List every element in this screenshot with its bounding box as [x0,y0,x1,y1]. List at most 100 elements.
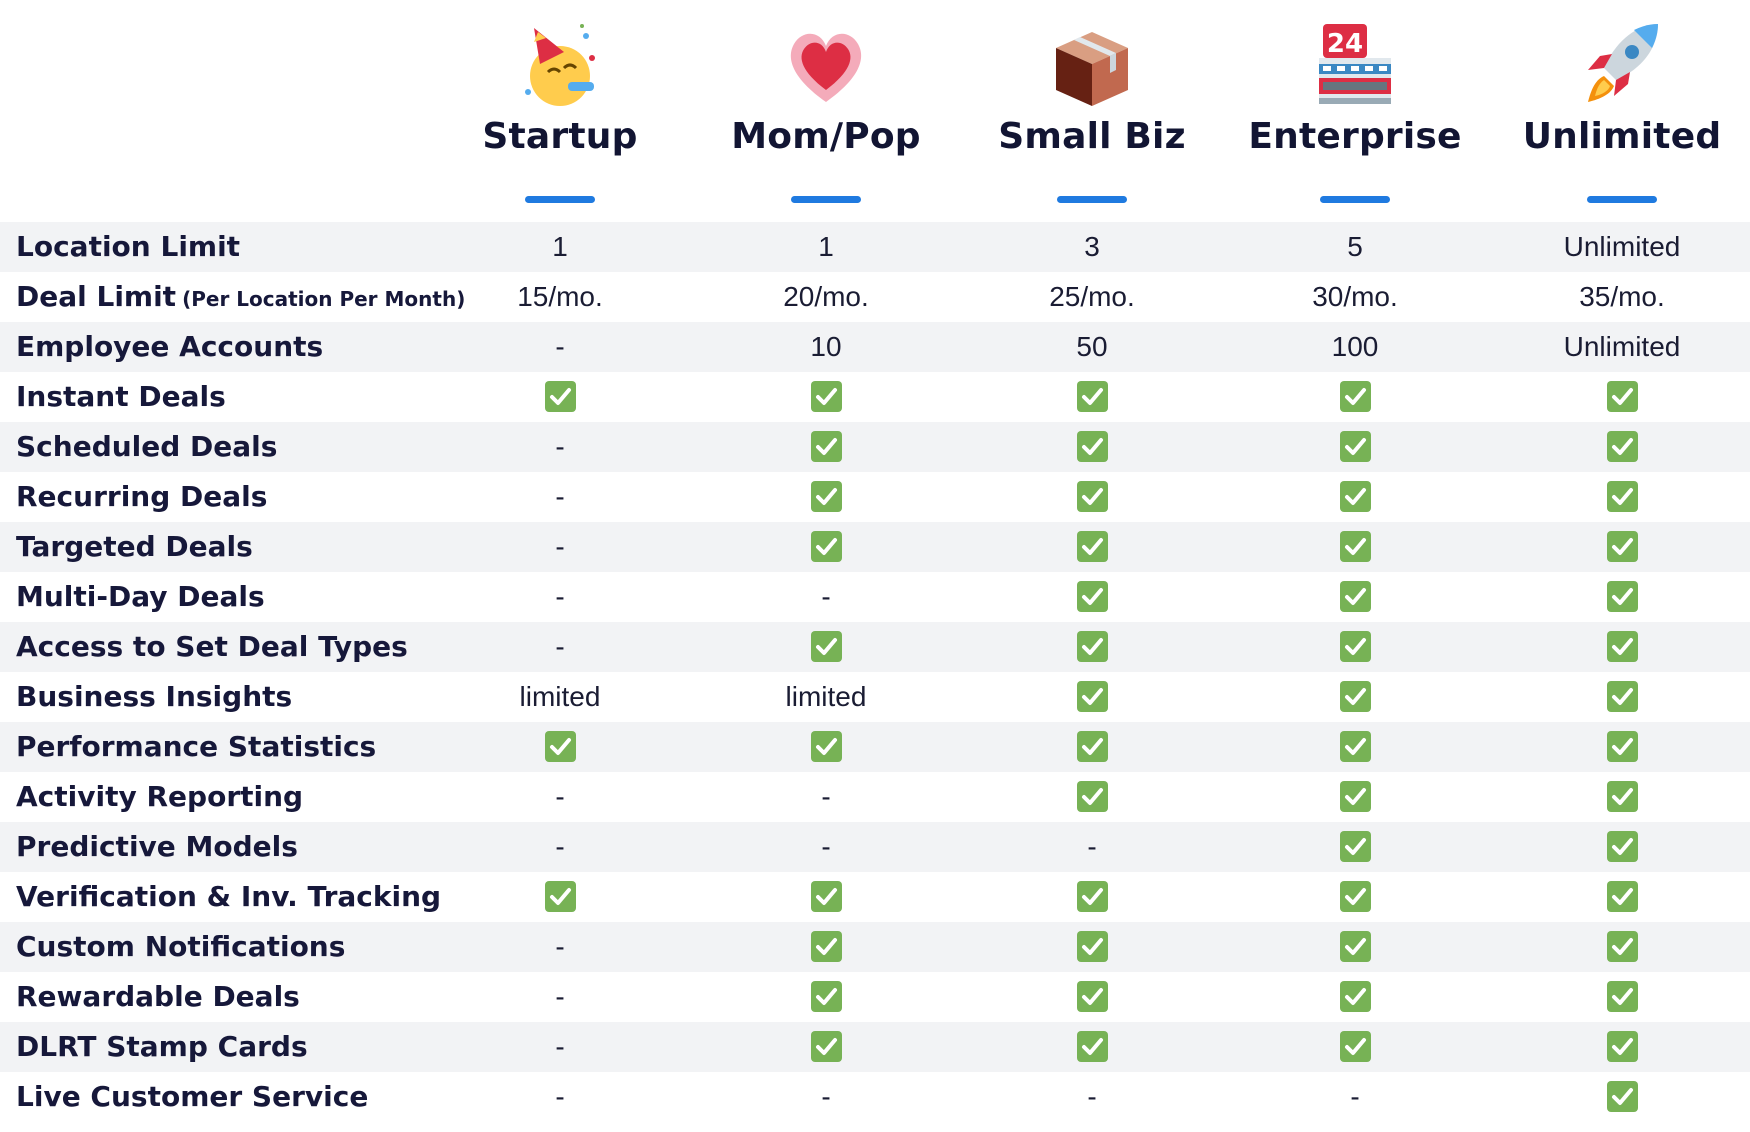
check-mark-icon [810,431,842,463]
check-mark-icon [1606,731,1638,763]
check-mark-icon [810,881,842,913]
plan-name: Enterprise [1248,116,1462,157]
check-mark-icon [1339,981,1371,1013]
feature-label: Performance Statistics [16,722,376,772]
checkmark-cell [1255,372,1455,422]
check-mark-icon [1076,731,1108,763]
check-mark-icon [810,481,842,513]
checkmark-cell [992,1022,1192,1072]
checkmark-cell [1522,822,1722,872]
table-row: Targeted Deals - [0,522,1750,572]
plan-underline [791,196,861,203]
value-cell: 50 [1076,331,1108,362]
feature-label: Custom Notifications [16,922,345,972]
feature-name: DLRT Stamp Cards [16,1030,308,1063]
plan-underline [525,196,595,203]
table-row: Access to Set Deal Types - [0,622,1750,672]
plan-column-startup: Startup [435,0,685,222]
party-face-icon [520,18,600,110]
table-row: Live Customer Service - - - - [0,1072,1750,1122]
checkmark-cell [992,672,1192,722]
checkmark-cell [1522,572,1722,622]
feature-name: Performance Statistics [16,730,377,763]
plan-column-enterprise: 24 Enterprise [1230,0,1480,222]
checkmark-cell [992,522,1192,572]
checkmark-cell [1522,522,1722,572]
check-mark-icon [810,931,842,963]
svg-text:24: 24 [1327,29,1363,59]
value-cell: - [555,931,565,962]
checkmark-cell [1522,622,1722,672]
table-row: Recurring Deals - [0,472,1750,522]
value-cell: - [555,981,565,1012]
check-mark-icon [1606,481,1638,513]
value-cell: - [555,781,565,812]
table-row: Predictive Models - - - [0,822,1750,872]
feature-name: Live Customer Service [16,1080,369,1113]
plan-name: Mom/Pop [731,116,921,157]
checkmark-cell [1255,822,1455,872]
check-mark-icon [1606,881,1638,913]
feature-name: Business Insights [16,680,293,713]
value-cell: - [821,1081,831,1112]
convenience-store-icon: 24 [1315,18,1395,110]
plan-underline [1320,196,1390,203]
check-mark-icon [1606,681,1638,713]
table-row: Rewardable Deals - [0,972,1750,1022]
check-mark-icon [1606,631,1638,663]
plan-name: Unlimited [1522,116,1722,157]
check-mark-icon [544,881,576,913]
value-cell: Unlimited [1563,331,1681,362]
checkmark-cell [1522,922,1722,972]
table-row: Location Limit 1 1 3 5 Unlimited [0,222,1750,272]
check-mark-icon [1606,831,1638,863]
checkmark-cell [992,972,1192,1022]
table-row: Instant Deals [0,372,1750,422]
heart-icon [786,18,866,110]
table-row: Scheduled Deals - [0,422,1750,472]
feature-name: Employee Accounts [16,330,324,363]
check-mark-icon [1076,581,1108,613]
feature-label: Verification & Inv. Tracking [16,872,441,922]
check-mark-icon [1076,1031,1108,1063]
plan-name: Small Biz [998,116,1186,157]
checkmark-cell [726,722,926,772]
check-mark-icon [1076,381,1108,413]
feature-label: Targeted Deals [16,522,253,572]
value-cell: - [555,431,565,462]
checkmark-cell [992,422,1192,472]
check-mark-icon [1339,381,1371,413]
checkmark-cell [1255,722,1455,772]
checkmark-cell [1255,522,1455,572]
checkmark-cell [726,872,926,922]
checkmark-cell [1522,672,1722,722]
feature-label: Activity Reporting [16,772,303,822]
value-cell: 15/mo. [517,281,603,312]
check-mark-icon [1339,731,1371,763]
checkmark-cell [1522,422,1722,472]
checkmark-cell [1255,422,1455,472]
check-mark-icon [1339,881,1371,913]
check-mark-icon [1076,531,1108,563]
value-cell: 1 [552,231,568,262]
feature-label: Scheduled Deals [16,422,277,472]
feature-note: (Per Location Per Month) [182,287,466,311]
value-cell: - [821,831,831,862]
plan-column-small-biz: Small Biz [967,0,1217,222]
value-cell: - [555,831,565,862]
feature-label: Rewardable Deals [16,972,300,1022]
value-cell: 10 [810,331,842,362]
feature-name: Instant Deals [16,380,226,413]
check-mark-icon [1076,681,1108,713]
plan-name: Startup [482,116,638,157]
value-cell: 35/mo. [1579,281,1665,312]
check-mark-icon [1076,431,1108,463]
checkmark-cell [726,522,926,572]
check-mark-icon [1606,581,1638,613]
checkmark-cell [992,372,1192,422]
checkmark-cell [1522,872,1722,922]
check-mark-icon [1606,981,1638,1013]
check-mark-icon [1606,1081,1638,1113]
value-cell: 3 [1084,231,1100,262]
check-mark-icon [1076,931,1108,963]
